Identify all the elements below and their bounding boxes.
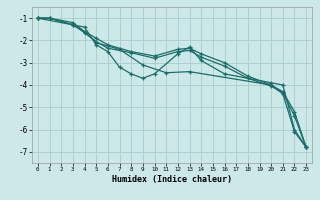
X-axis label: Humidex (Indice chaleur): Humidex (Indice chaleur) — [112, 175, 232, 184]
